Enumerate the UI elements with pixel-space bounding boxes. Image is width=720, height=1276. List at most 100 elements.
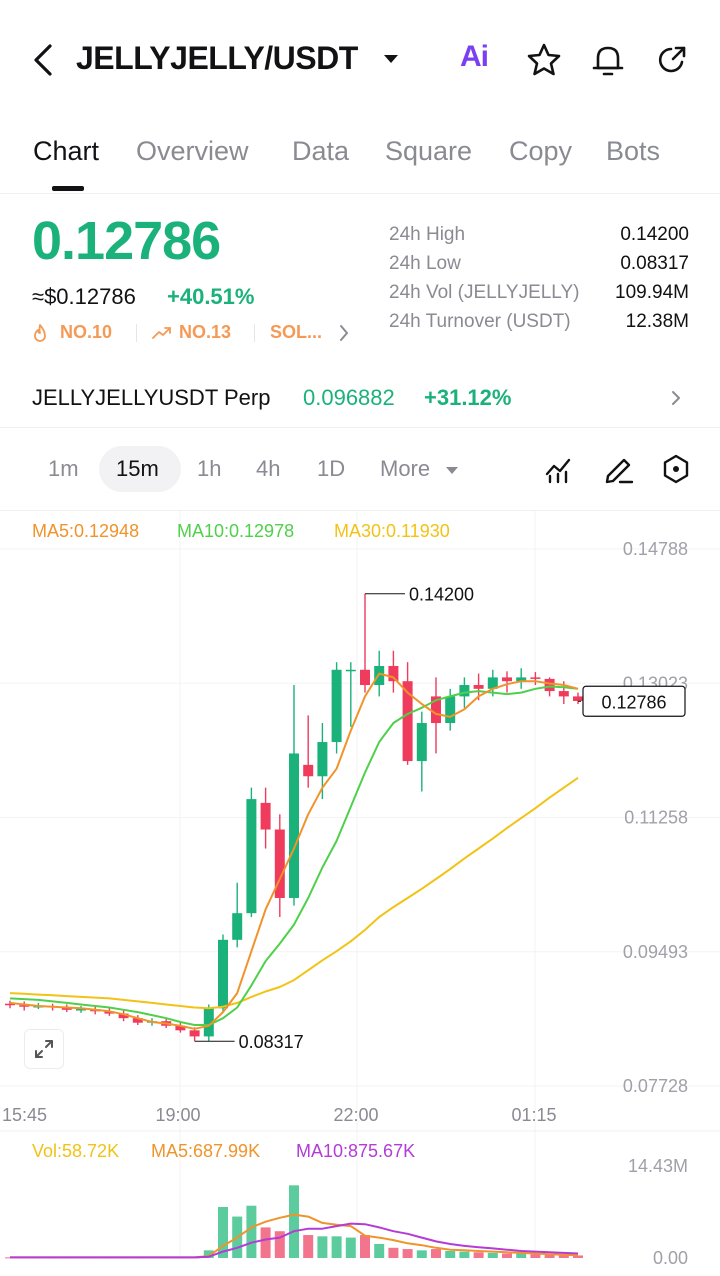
candle-body bbox=[544, 678, 555, 692]
ma10-legend: MA10:0.12978 bbox=[177, 521, 295, 541]
interval-1d[interactable]: 1D bbox=[317, 456, 346, 481]
stat-high: 24h High 0.14200 bbox=[389, 222, 689, 251]
x-axis-tick-label: 19:00 bbox=[155, 1105, 200, 1125]
candle-body bbox=[61, 1007, 72, 1010]
pair-title[interactable]: JELLYJELLY/USDT bbox=[76, 40, 358, 76]
interval-1m[interactable]: 1m bbox=[48, 456, 79, 481]
trend-up-icon bbox=[152, 327, 171, 339]
candle-body bbox=[175, 1025, 186, 1031]
volume-bar bbox=[203, 1250, 214, 1258]
settings-hexagon-icon[interactable] bbox=[659, 452, 693, 486]
ma30-line bbox=[9, 776, 579, 1010]
ma5-legend: MA5:0.12948 bbox=[32, 521, 140, 541]
volume-bar bbox=[530, 1254, 541, 1258]
candle-body bbox=[416, 723, 427, 762]
vol-legend: Vol:58.72K bbox=[32, 1141, 120, 1161]
last-price-tag-box bbox=[582, 685, 686, 717]
candle-body bbox=[516, 677, 527, 682]
fiat-price: ≈$0.12786 bbox=[32, 284, 136, 309]
stat-low: 24h Low 0.08317 bbox=[389, 251, 689, 280]
rank-divider bbox=[254, 324, 255, 342]
gainer-rank[interactable]: NO.13 bbox=[179, 322, 232, 342]
candle-body bbox=[19, 1005, 30, 1007]
perp-change: +31.12% bbox=[424, 385, 512, 410]
ma5-line bbox=[9, 672, 579, 1030]
volume-bar bbox=[317, 1236, 328, 1258]
share-icon[interactable] bbox=[652, 40, 692, 80]
candle-body bbox=[573, 696, 583, 701]
ma30-legend: MA30:0.11930 bbox=[334, 521, 450, 541]
volume-bar bbox=[246, 1205, 257, 1258]
stat-label: 24h High bbox=[389, 224, 466, 245]
vol-ma10-line bbox=[10, 1222, 579, 1259]
vol-ma10-legend: MA10:875.67K bbox=[296, 1141, 416, 1161]
ai-icon[interactable]: Ai bbox=[460, 40, 489, 73]
candle-body bbox=[317, 742, 328, 777]
active-tab-indicator bbox=[52, 186, 84, 191]
volume-bar bbox=[218, 1206, 228, 1258]
indicator-icon[interactable] bbox=[543, 452, 577, 486]
kline-chart-area[interactable]: 0.14200 0.08317 0.14788 0.13023 0.11258 0.094… bbox=[0, 510, 720, 1276]
candle-body bbox=[203, 1008, 214, 1037]
last-price-tag: 0.12786 bbox=[601, 692, 666, 712]
perp-link-row[interactable]: JELLYJELLYUSDT Perp 0.096882 +31.12% bbox=[0, 368, 720, 428]
kline-chart[interactable]: 0.142000.083170.147880.130230.112580.094… bbox=[0, 511, 720, 1276]
y-axis-tick-label: 0.11258 bbox=[624, 808, 688, 828]
tab-copy[interactable]: Copy bbox=[509, 136, 573, 166]
interval-15m[interactable]: 15m bbox=[116, 456, 159, 481]
x-axis-tick-label: 22:00 bbox=[333, 1105, 378, 1125]
perp-name: JELLYJELLYUSDT Perp bbox=[32, 385, 271, 410]
bell-icon[interactable] bbox=[588, 40, 628, 80]
interval-4h[interactable]: 4h bbox=[256, 456, 281, 481]
caret-down-icon[interactable] bbox=[382, 52, 400, 66]
candle-body bbox=[218, 939, 228, 1009]
volume-bar bbox=[345, 1237, 356, 1258]
tab-chart[interactable]: Chart bbox=[33, 136, 100, 166]
ma10-line bbox=[9, 685, 579, 1026]
x-axis-tick-label: 01:15 bbox=[511, 1105, 556, 1125]
volume-bar bbox=[558, 1254, 569, 1258]
tab-square[interactable]: Square bbox=[385, 136, 473, 166]
candle-body bbox=[473, 684, 484, 689]
interval-bar: 1m 15m 1h 4h 1D More bbox=[0, 440, 720, 500]
candle-body bbox=[445, 696, 456, 724]
interval-more[interactable]: More bbox=[380, 456, 431, 481]
volume-bar bbox=[459, 1251, 470, 1258]
vol-ma5-legend: MA5:687.99K bbox=[151, 1141, 261, 1161]
interval-1h[interactable]: 1h bbox=[197, 456, 222, 481]
candle-body bbox=[260, 802, 271, 830]
volume-bar bbox=[573, 1255, 583, 1258]
chevron-right-icon[interactable] bbox=[668, 386, 684, 410]
chevron-right-icon[interactable] bbox=[338, 323, 350, 343]
expand-chart-button[interactable] bbox=[24, 1029, 64, 1069]
candle-body bbox=[388, 665, 399, 682]
candle-body bbox=[502, 677, 512, 682]
candle-body bbox=[402, 681, 413, 762]
back-icon[interactable] bbox=[28, 40, 60, 80]
ecosystem-tag[interactable]: SOL... bbox=[270, 322, 323, 342]
tab-data[interactable]: Data bbox=[292, 136, 350, 166]
candle-body bbox=[303, 764, 314, 777]
star-icon[interactable] bbox=[524, 40, 564, 80]
tab-overview[interactable]: Overview bbox=[136, 136, 249, 166]
candle-body bbox=[76, 1009, 86, 1011]
candle-body bbox=[374, 665, 385, 685]
stat-value: 109.94M bbox=[615, 282, 689, 303]
stat-value: 0.08317 bbox=[620, 253, 689, 274]
active-interval-pill bbox=[99, 446, 181, 492]
candle-body bbox=[246, 799, 257, 914]
candle-body bbox=[274, 829, 285, 898]
y-axis-tick-label: 0.14788 bbox=[623, 539, 688, 559]
tab-bots[interactable]: Bots bbox=[606, 136, 661, 166]
stat-volume: 24h Vol (JELLYJELLY) 109.94M bbox=[389, 280, 689, 309]
caret-down-icon[interactable] bbox=[445, 465, 459, 475]
volume-axis-label: 0.00 bbox=[653, 1248, 688, 1268]
volume-bar bbox=[303, 1235, 314, 1258]
volume-bar bbox=[445, 1250, 456, 1258]
hot-rank[interactable]: NO.10 bbox=[60, 322, 113, 342]
volume-axis-label: 14.43M bbox=[628, 1156, 688, 1176]
candle-body bbox=[558, 691, 569, 697]
y-axis-tick-label: 0.07728 bbox=[623, 1076, 688, 1096]
volume-bar bbox=[544, 1254, 555, 1258]
draw-pencil-icon[interactable] bbox=[602, 452, 636, 486]
